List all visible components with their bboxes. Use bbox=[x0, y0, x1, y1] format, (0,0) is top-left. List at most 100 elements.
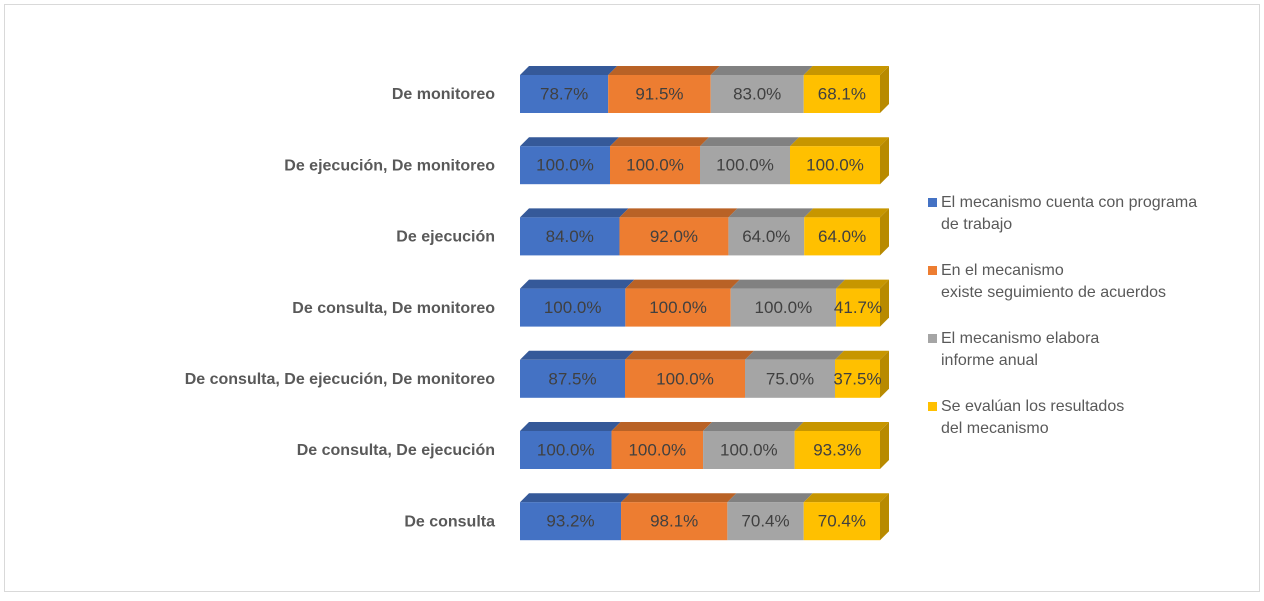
bar-top bbox=[520, 422, 621, 431]
category-label: De monitoreo bbox=[392, 86, 495, 103]
legend-item: Se evalúan los resultados del mecanismo bbox=[928, 396, 1258, 440]
bar-top bbox=[625, 279, 740, 289]
category-label: De consulta, De monitoreo bbox=[292, 300, 495, 317]
bar-top bbox=[621, 493, 737, 503]
legend-item: El mecanismo cuenta con programa de trab… bbox=[928, 192, 1258, 236]
legend-label: El mecanismo elabora informe anual bbox=[941, 330, 1100, 369]
bar-top bbox=[700, 137, 799, 147]
bar-top bbox=[703, 422, 804, 431]
legend-swatch bbox=[928, 402, 937, 411]
bar bbox=[804, 217, 880, 256]
bar bbox=[803, 502, 880, 541]
bar bbox=[710, 75, 804, 113]
bar bbox=[621, 502, 728, 541]
bar bbox=[836, 288, 880, 327]
bar bbox=[790, 146, 880, 185]
value-label: 100.0% bbox=[544, 298, 602, 317]
value-label: 100.0% bbox=[656, 369, 714, 388]
bar bbox=[608, 75, 711, 113]
bar-top bbox=[520, 137, 619, 147]
chart-border bbox=[4, 4, 1260, 592]
bar-side bbox=[880, 208, 889, 256]
legend-swatch bbox=[928, 198, 937, 207]
legend-label: Se evalúan los resultados del mecanismo bbox=[941, 398, 1125, 437]
bar-top bbox=[727, 493, 813, 503]
bar bbox=[803, 75, 880, 113]
value-label: 100.0% bbox=[626, 156, 684, 175]
bar-top bbox=[520, 279, 635, 289]
bar bbox=[728, 217, 805, 256]
bar bbox=[520, 75, 609, 113]
category-label: De consulta, De ejecución, De monitoreo bbox=[185, 371, 496, 388]
value-label: 78.7% bbox=[540, 84, 588, 103]
bar bbox=[700, 146, 790, 185]
bar bbox=[520, 431, 612, 469]
bar bbox=[727, 502, 804, 541]
bar-top bbox=[608, 66, 720, 75]
bar-top bbox=[804, 208, 889, 218]
value-label: 64.0% bbox=[742, 227, 790, 246]
bar-side bbox=[880, 279, 889, 327]
value-label: 93.3% bbox=[813, 440, 861, 459]
value-label: 93.2% bbox=[546, 512, 594, 531]
value-label: 100.0% bbox=[628, 440, 686, 459]
bar bbox=[745, 359, 835, 398]
value-label: 84.0% bbox=[546, 227, 594, 246]
bar-top bbox=[790, 137, 889, 147]
legend-item: El mecanismo elabora informe anual bbox=[928, 328, 1258, 372]
category-label: De consulta bbox=[404, 513, 495, 530]
bar bbox=[610, 146, 700, 185]
value-label: 92.0% bbox=[650, 227, 698, 246]
bar-top bbox=[520, 350, 634, 360]
bar bbox=[730, 288, 837, 327]
value-label: 41.7% bbox=[834, 298, 882, 317]
bar-side bbox=[880, 350, 889, 398]
bar-side bbox=[880, 66, 889, 113]
bar bbox=[520, 217, 620, 256]
bar bbox=[520, 359, 625, 398]
category-label: De ejecución, De monitoreo bbox=[284, 157, 495, 174]
bar-top bbox=[520, 493, 631, 503]
bar-top bbox=[610, 137, 709, 147]
value-label: 70.4% bbox=[818, 512, 866, 531]
bar bbox=[611, 431, 704, 469]
value-label: 100.0% bbox=[720, 440, 778, 459]
value-label: 75.0% bbox=[766, 369, 814, 388]
value-label: 100.0% bbox=[716, 156, 774, 175]
legend: El mecanismo cuenta con programa de trab… bbox=[928, 192, 1258, 464]
category-label: De ejecución bbox=[396, 229, 495, 246]
value-label: 100.0% bbox=[536, 156, 594, 175]
bar-top bbox=[625, 350, 754, 360]
bar bbox=[520, 146, 610, 185]
bar-top bbox=[710, 66, 813, 75]
value-label: 100.0% bbox=[649, 298, 707, 317]
bar-side bbox=[880, 493, 889, 541]
bar-top bbox=[803, 66, 889, 75]
category-label: De consulta, De ejecución bbox=[297, 442, 495, 459]
legend-swatch bbox=[928, 334, 937, 343]
value-label: 100.0% bbox=[806, 156, 864, 175]
bar-top bbox=[836, 279, 889, 289]
bar bbox=[625, 288, 731, 327]
bar bbox=[520, 502, 622, 541]
bar bbox=[794, 431, 880, 469]
bar-top bbox=[730, 279, 846, 289]
bar-side bbox=[880, 137, 889, 185]
value-label: 100.0% bbox=[755, 298, 813, 317]
legend-item: En el mecanismo existe seguimiento de ac… bbox=[928, 260, 1258, 304]
bar bbox=[520, 288, 626, 327]
bar bbox=[835, 359, 880, 398]
bar-top bbox=[520, 66, 618, 75]
legend-label: El mecanismo cuenta con programa de trab… bbox=[941, 194, 1198, 233]
bar-top bbox=[794, 422, 889, 431]
value-label: 68.1% bbox=[818, 84, 866, 103]
value-label: 83.0% bbox=[733, 84, 781, 103]
bar-top bbox=[619, 208, 738, 218]
value-label: 100.0% bbox=[537, 440, 595, 459]
bar-top bbox=[520, 208, 629, 218]
value-label: 87.5% bbox=[548, 369, 596, 388]
bar bbox=[703, 431, 795, 469]
value-label: 37.5% bbox=[833, 369, 881, 388]
